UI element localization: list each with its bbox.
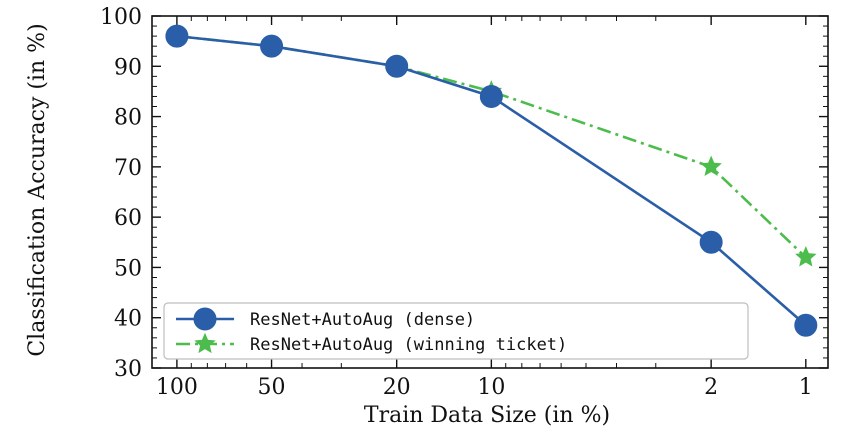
y-tick-label: 60 — [114, 206, 142, 231]
x-tick-label: 2 — [704, 375, 718, 400]
y-tick-label: 80 — [114, 106, 142, 131]
legend-box — [163, 302, 749, 360]
x-tick-label: 10 — [477, 375, 505, 400]
series-line-1 — [176, 34, 807, 327]
legend-label-2: ResNet+AutoAug (winning ticket) — [250, 335, 567, 355]
series-2-point — [795, 246, 817, 267]
y-tick-label: 30 — [114, 357, 142, 382]
series-1-point — [479, 84, 503, 108]
x-tick-label: 20 — [383, 375, 411, 400]
series-1-point — [699, 230, 723, 254]
legend-marker-1 — [193, 307, 217, 331]
y-axis-title: Classification Accuracy (in %) — [25, 23, 50, 356]
x-tick-label: 1 — [799, 375, 813, 400]
plot-area: 30 40 50 60 70 80 90 100 100 50 20 10 2 1 — [100, 5, 829, 400]
x-tick-label: 50 — [258, 375, 286, 400]
legend-label-1: ResNet+AutoAug (dense) — [250, 310, 475, 330]
x-tick-label: 100 — [156, 375, 198, 400]
legend-marker-2 — [194, 332, 216, 354]
y-tick-label: 70 — [114, 156, 142, 181]
series-1-point — [385, 54, 409, 78]
y-tick-label: 50 — [114, 256, 142, 281]
series-2-point — [700, 155, 722, 176]
series-1-point — [165, 24, 189, 48]
plot-frame — [151, 15, 829, 369]
y-tick-label: 40 — [114, 307, 142, 332]
series-1-point — [794, 313, 818, 337]
series-line-2 — [176, 34, 807, 259]
y-tick-label: 90 — [114, 55, 142, 80]
x-axis-title: Train Data Size (in %) — [364, 403, 610, 428]
legend: ResNet+AutoAug (dense) ResNet+AutoAug (wi… — [163, 302, 749, 360]
series-1-point — [260, 34, 284, 58]
y-tick-label: 100 — [100, 5, 142, 30]
